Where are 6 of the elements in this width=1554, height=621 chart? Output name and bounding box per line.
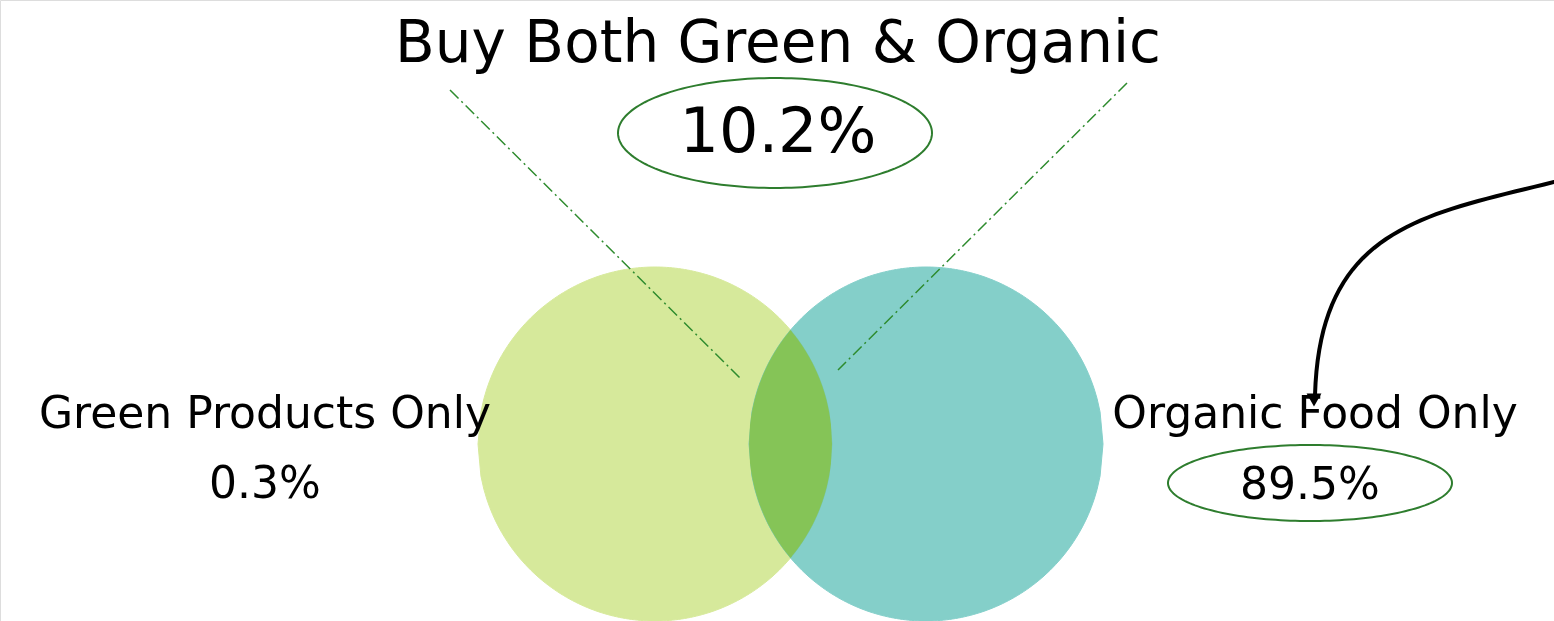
data-label: 89.5% — [1240, 458, 1380, 509]
data-label: 0.3% — [209, 457, 321, 508]
category-label: Buy Both Green & Organic — [395, 8, 1161, 76]
category-label: Organic Food Only — [1112, 387, 1518, 438]
category-label: Green Products Only — [39, 387, 491, 438]
data-label: 10.2% — [679, 94, 877, 167]
